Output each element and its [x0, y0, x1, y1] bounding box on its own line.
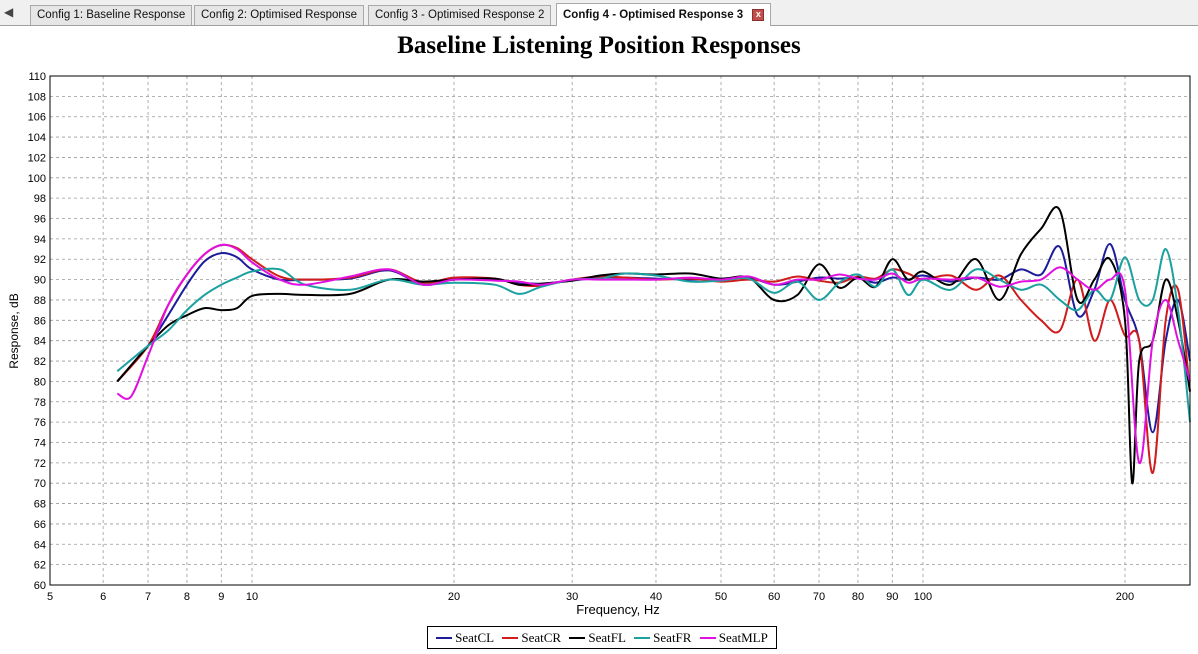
y-tick-label: 104 — [28, 132, 46, 144]
y-tick-label: 72 — [34, 458, 46, 470]
x-tick-label: 6 — [100, 591, 106, 603]
y-tick-label: 94 — [34, 234, 46, 246]
y-tick-label: 100 — [28, 173, 46, 185]
series-line-seatmlp — [116, 243, 1191, 464]
y-tick-label: 90 — [34, 275, 46, 287]
y-tick-label: 74 — [34, 437, 46, 449]
legend-item-seatcl[interactable]: SeatCL — [436, 630, 494, 646]
plot-frame — [49, 75, 1191, 586]
y-tick-label: 82 — [34, 356, 46, 368]
x-tick-label: 5 — [47, 591, 53, 603]
x-tick-label: 50 — [715, 591, 727, 603]
x-tick-label: 20 — [448, 591, 460, 603]
x-tick-label: 9 — [218, 591, 224, 603]
y-tick-label: 96 — [34, 214, 46, 226]
y-axis-label: Response, dB — [7, 293, 21, 368]
chart-title: Baseline Listening Position Responses — [397, 32, 801, 59]
y-tick-label: 106 — [28, 112, 46, 124]
legend-item-seatmlp[interactable]: SeatMLP — [699, 629, 768, 646]
y-tick-label: 62 — [34, 560, 46, 572]
y-tick-label: 78 — [34, 397, 46, 409]
y-tick-label: 108 — [28, 91, 46, 103]
tab-config-1[interactable]: Config 1: Baseline Response — [30, 5, 193, 25]
y-tick-label: 70 — [34, 478, 46, 490]
x-tick-label: 8 — [184, 591, 190, 603]
tab-label: Config 3 - Optimised Response 2 — [375, 9, 545, 21]
y-tick-label: 66 — [34, 519, 46, 531]
tab-scroll-left-icon[interactable]: ◀ — [4, 5, 14, 19]
legend-item-seatcr[interactable]: SeatCR — [502, 630, 561, 646]
y-tick-label: 80 — [34, 376, 46, 388]
y-tick-label: 64 — [34, 539, 46, 551]
tab-config-3[interactable]: Config 3 - Optimised Response 2 — [368, 5, 552, 25]
y-tick-label: 88 — [34, 295, 46, 307]
legend-label: SeatFR — [653, 629, 692, 645]
y-tick-label: 76 — [34, 417, 46, 429]
legend-label: SeatCL — [455, 629, 495, 645]
legend-item-seatfr[interactable]: SeatFR — [634, 630, 691, 646]
legend-item-seatfl[interactable]: SeatFL — [569, 630, 626, 646]
x-tick-label: 60 — [768, 591, 780, 603]
tab-config-4[interactable]: Config 4 - Optimised Response 3 x — [556, 3, 772, 26]
x-tick-label: 70 — [813, 591, 825, 603]
x-tick-label: 100 — [914, 591, 932, 603]
legend-swatch — [634, 636, 651, 639]
series-line-seatfr — [116, 248, 1191, 423]
axis-ticks: 6062646668707274767880828486889092949698… — [28, 71, 1135, 603]
y-tick-label: 102 — [28, 152, 46, 164]
y-tick-label: 86 — [34, 315, 46, 327]
x-tick-label: 80 — [852, 591, 864, 603]
tab-label: Config 1: Baseline Response — [37, 9, 186, 21]
series-lines — [116, 206, 1191, 485]
x-tick-label: 10 — [246, 591, 258, 603]
legend-swatch — [436, 636, 453, 639]
legend-swatch — [569, 636, 586, 639]
y-tick-label: 60 — [34, 580, 46, 592]
legend: SeatCL SeatCR SeatFL SeatFR SeatMLP — [427, 626, 777, 649]
series-line-seatcl — [116, 242, 1191, 434]
y-tick-label: 92 — [34, 254, 46, 266]
x-axis-label: Frequency, Hz — [576, 602, 660, 617]
x-tick-label: 200 — [1116, 591, 1134, 603]
legend-swatch — [699, 636, 716, 639]
tab-config-2[interactable]: Config 2: Optimised Response — [194, 5, 364, 25]
x-tick-label: 7 — [145, 591, 151, 603]
legend-swatch — [502, 636, 519, 639]
tab-label: Config 2: Optimised Response — [201, 9, 357, 21]
series-line-seatcr — [116, 243, 1191, 475]
legend-label: SeatMLP — [718, 629, 768, 645]
y-tick-label: 98 — [34, 193, 46, 205]
y-tick-label: 110 — [28, 71, 46, 83]
legend-label: SeatFL — [588, 629, 626, 645]
tab-close-icon[interactable]: x — [752, 8, 765, 21]
y-tick-label: 84 — [34, 336, 46, 348]
tab-bar: ◀ Config 1: Baseline Response Config 2: … — [0, 0, 1198, 26]
grid — [50, 75, 1190, 586]
y-tick-label: 68 — [34, 499, 46, 511]
series-line-seatfl — [116, 206, 1191, 485]
legend-label: SeatCR — [521, 629, 562, 645]
x-tick-label: 40 — [650, 591, 662, 603]
x-tick-label: 30 — [566, 591, 578, 603]
tab-label: Config 4 - Optimised Response 3 — [563, 9, 744, 21]
x-tick-label: 90 — [886, 591, 898, 603]
